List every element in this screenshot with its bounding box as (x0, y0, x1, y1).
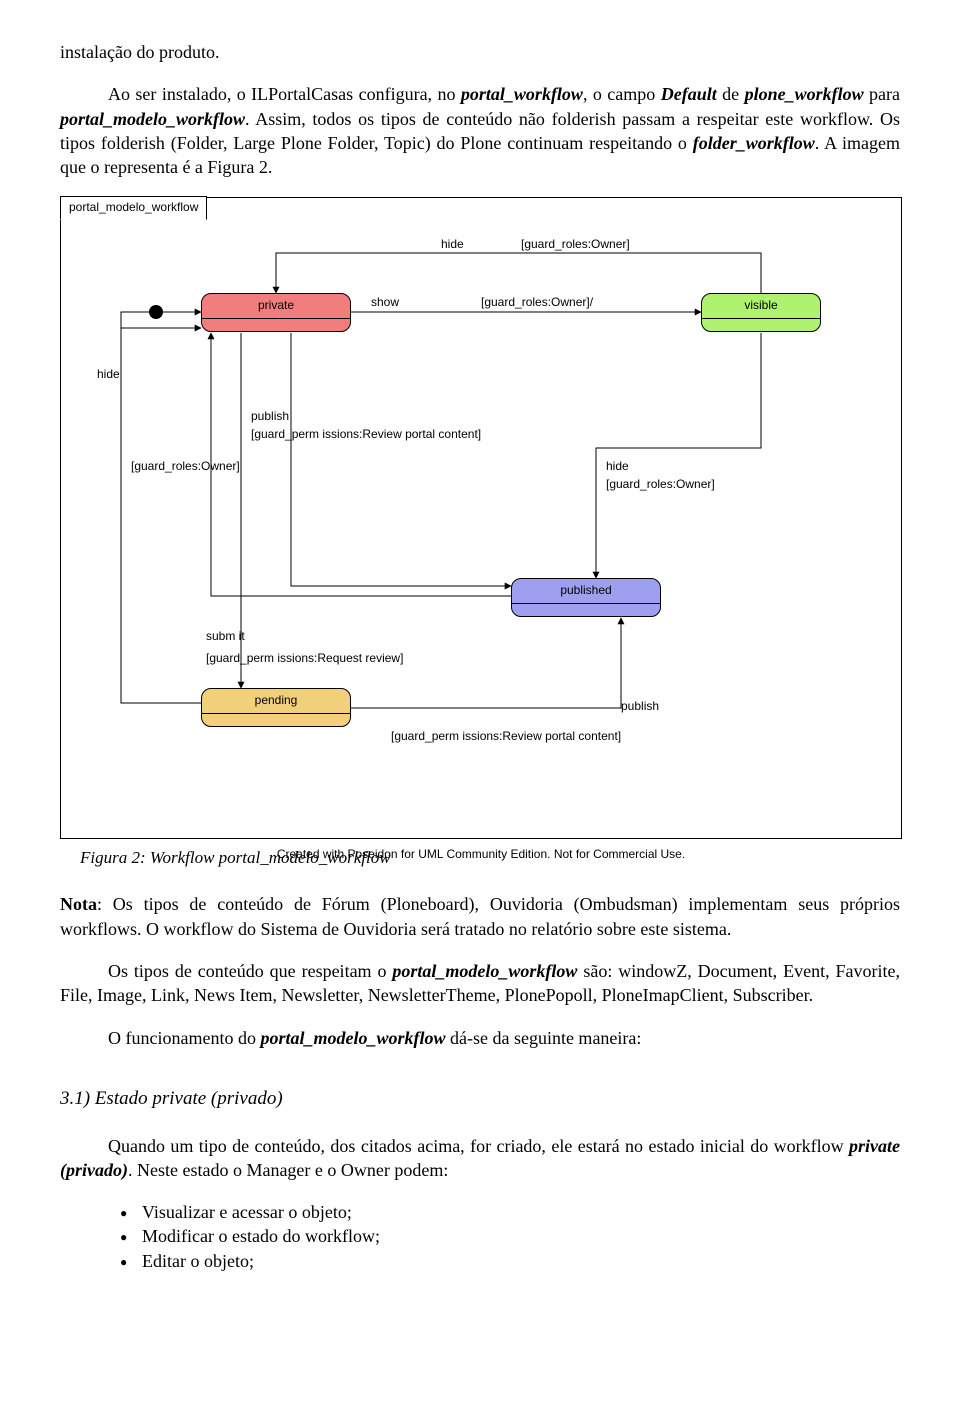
text: para (864, 84, 900, 104)
bullet-item: Editar o objeto; (120, 1249, 900, 1273)
term-portal-workflow: portal_workflow (461, 84, 583, 104)
state-private-label: private (202, 294, 350, 318)
label-guard-owner-left: [guard_roles:Owner] (131, 458, 240, 474)
state-visible: visible (701, 293, 821, 331)
text: Os tipos de conteúdo que respeitam o (108, 961, 392, 981)
text: , o campo (583, 84, 661, 104)
paragraph-install: Ao ser instalado, o ILPortalCasas config… (60, 82, 900, 179)
label-guard-owner-top: [guard_roles:Owner] (521, 236, 630, 252)
state-visible-label: visible (702, 294, 820, 318)
label-publish-2: publish (621, 698, 659, 714)
diagram-footnote: Created with Poseidon for UML Community … (61, 846, 901, 862)
bullet-item: Visualizar e acessar o objeto; (120, 1200, 900, 1224)
paragraph-private-state: Quando um tipo de conteúdo, dos citados … (60, 1134, 900, 1183)
state-private: private (201, 293, 351, 331)
term-plone-workflow: plone_workflow (745, 84, 864, 104)
text: O funcionamento do (108, 1028, 260, 1048)
text: : Os tipos de conteúdo de Fórum (Plonebo… (60, 894, 900, 938)
label-guard-perm-req: [guard_perm issions:Request review] (206, 650, 403, 666)
label-guard-perm-2: [guard_perm issions:Review portal conten… (391, 728, 621, 744)
label-submit: subm it (206, 628, 245, 644)
state-published: published (511, 578, 661, 616)
term-portal-modelo-workflow-2: portal_modelo_workflow (392, 961, 577, 981)
label-guard-perm-1: [guard_perm issions:Review portal conten… (251, 426, 481, 442)
diagram-canvas: portal_modelo_workflow (60, 197, 902, 839)
diagram-title-tab: portal_modelo_workflow (60, 196, 207, 219)
text: . Neste estado o Manager e o Owner podem… (128, 1160, 448, 1180)
state-pending-label: pending (202, 689, 350, 713)
term-portal-modelo-workflow-3: portal_modelo_workflow (260, 1028, 445, 1048)
section-heading-private: 3.1) Estado private (privado) (60, 1086, 900, 1112)
bullet-list: Visualizar e acessar o objeto; Modificar… (60, 1200, 900, 1273)
term-default: Default (661, 84, 717, 104)
label-show: show (371, 294, 399, 310)
term-folder-workflow: folder_workflow (693, 133, 815, 153)
state-published-label: published (512, 579, 660, 603)
bullet-item: Modificar o estado do workflow; (120, 1224, 900, 1248)
text: de (717, 84, 745, 104)
term-portal-modelo-workflow: portal_modelo_workflow (60, 109, 245, 129)
nota-label: Nota (60, 894, 97, 914)
workflow-diagram: portal_modelo_workflow (60, 197, 900, 839)
paragraph-intro-fragment: instalação do produto. (60, 40, 900, 64)
state-pending: pending (201, 688, 351, 726)
paragraph-funcionamento: O funcionamento do portal_modelo_workflo… (60, 1026, 900, 1050)
label-guard-owner-show: [guard_roles:Owner]/ (481, 294, 593, 310)
text: Quando um tipo de conteúdo, dos citados … (108, 1136, 849, 1156)
text: dá-se da seguinte maneira: (445, 1028, 641, 1048)
paragraph-nota: Nota: Os tipos de conteúdo de Fórum (Plo… (60, 892, 900, 941)
label-hide-left: hide (97, 366, 120, 382)
label-hide-right: hide (606, 458, 629, 474)
label-publish-1: publish (251, 408, 289, 424)
label-hide-top: hide (441, 236, 464, 252)
paragraph-types: Os tipos de conteúdo que respeitam o por… (60, 959, 900, 1008)
text: Ao ser instalado, o ILPortalCasas config… (108, 84, 461, 104)
label-guard-owner-right: [guard_roles:Owner] (606, 476, 715, 492)
